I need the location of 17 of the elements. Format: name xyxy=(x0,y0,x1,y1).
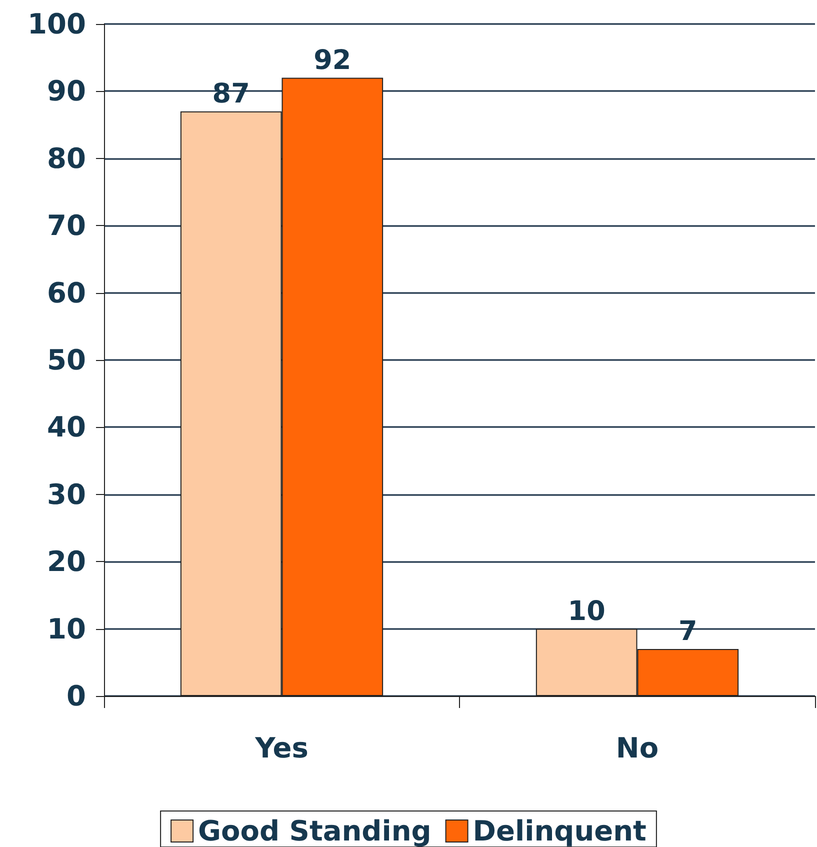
y-tick-label: 100 xyxy=(28,8,86,40)
legend-label: Good Standing xyxy=(198,814,432,847)
y-tick-label: 30 xyxy=(47,478,86,511)
y-tick-label: 10 xyxy=(47,612,86,646)
data-label: 10 xyxy=(568,596,606,627)
y-tick-label: 40 xyxy=(47,410,86,444)
x-tick-label: No xyxy=(616,732,659,764)
y-tick-label: 20 xyxy=(47,545,86,578)
legend-label: Delinquent xyxy=(472,814,646,847)
y-tick-label: 80 xyxy=(47,142,86,175)
x-tick-label: Yes xyxy=(254,732,308,764)
y-tick-label: 60 xyxy=(47,276,86,310)
y-tick-label: 90 xyxy=(47,74,86,108)
y-tick-label: 50 xyxy=(47,344,86,376)
y-tick-label: 0 xyxy=(66,680,86,712)
y-tick-label: 70 xyxy=(47,209,86,242)
data-label: 92 xyxy=(314,44,352,76)
